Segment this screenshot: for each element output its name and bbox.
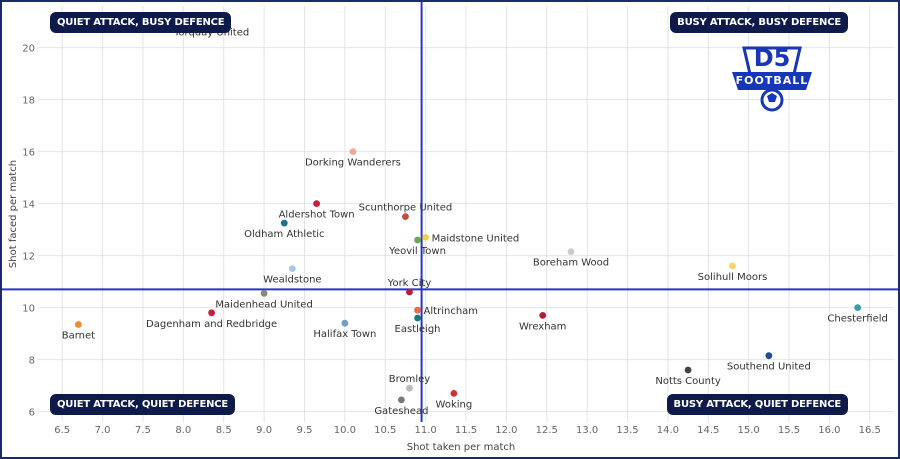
point-label: Woking [436,399,473,410]
x-tick-label: 15.0 [738,425,760,436]
quadrant-badge-top-left: QUIET ATTACK, BUSY DEFENCE [50,12,232,33]
y-tick-label: 20 [22,44,35,55]
x-tick-label: 13.5 [616,425,638,436]
y-tick-label: 16 [22,148,35,159]
x-tick-label: 11.0 [414,425,436,436]
point-label: Bromley [389,374,431,385]
point-label: Solihull Moors [698,272,768,283]
point-labels: Torquay United Dorking Wanderers Aldershot… [62,28,888,417]
data-point [684,366,692,374]
quadrant-badge-bottom-left: QUIET ATTACK, QUIET DEFENCE [50,394,236,415]
point-label: York City [387,278,432,289]
x-tick-label: 13.0 [576,425,598,436]
x-tick-label: 7.0 [95,425,111,436]
x-tick-label: 10.5 [374,425,396,436]
data-point [414,306,421,314]
data-point [765,352,773,360]
data-point [349,148,357,156]
d5-football-logo: D5 FOOTBALL [730,42,814,114]
y-axis-label: Shot faced per match [8,160,19,268]
point-label: Eastleigh [395,324,441,335]
point-label: Barnet [62,331,95,342]
y-tick-label: 18 [22,96,35,107]
data-point [402,213,409,221]
point-label: Dagenham and Redbridge [146,319,277,330]
data-point [406,384,413,392]
point-label: Scunthorpe United [359,203,453,214]
point-label: Notts County [655,376,721,387]
point-label: Yeovil Town [388,246,446,257]
y-tick-label: 10 [22,304,35,315]
point-label: Maidstone United [432,233,520,244]
data-point [313,200,321,208]
data-point [539,312,547,319]
x-tick-label: 14.0 [657,425,679,436]
x-tick-label: 8.0 [175,425,191,436]
point-label: Boreham Wood [533,258,609,269]
data-point [414,236,421,244]
data-point [397,396,405,404]
x-tick-label: 10.0 [334,425,356,436]
data-point [74,321,82,328]
point-label: Dorking Wanderers [305,158,401,169]
quadrant-badge-top-right: BUSY ATTACK, BUSY DEFENCE [670,12,848,33]
point-label: Oldham Athletic [244,229,324,240]
x-tick-label: 7.5 [135,425,151,436]
data-point [567,248,575,256]
x-tick-label: 12.0 [495,425,517,436]
y-tick-label: 8 [29,356,35,367]
data-point [414,314,421,322]
point-label: Southend United [727,362,811,373]
y-tick-label: 12 [22,252,35,263]
point-label: Aldershot Town [279,210,355,221]
x-tick-label: 9.5 [297,425,313,436]
data-point [208,309,216,317]
point-label: Wrexham [519,321,566,332]
x-tick-label: 14.5 [697,425,719,436]
data-point [288,265,296,272]
logo-emblem [732,46,812,112]
logo-football-text: FOOTBALL [735,74,809,87]
x-tick-label: 15.5 [778,425,800,436]
point-label: Chesterfield [827,314,887,325]
data-point [280,219,288,227]
point-label: Torquay United [173,28,249,39]
logo-d5-text: D5 [753,44,791,72]
data-point [406,288,413,296]
x-tick-label: 6.5 [54,425,70,436]
point-label: Halifax Town [313,329,376,340]
data-point [854,304,862,311]
data-point [729,262,736,270]
point-label: Altrincham [424,306,478,317]
reference-lines [2,2,898,422]
x-tick-label: 16.0 [818,425,840,436]
x-tick-label: 9.0 [256,425,272,436]
point-label: Gateshead [374,406,428,417]
y-tick-label: 14 [22,200,35,211]
x-tick-label: 12.5 [536,425,558,436]
tick-labels: 6.5 7.0 7.5 8.0 8.5 9.0 9.5 10.0 10.5 11.0 11.5 12.… [22,44,881,436]
data-point [422,234,430,241]
x-tick-label: 16.5 [859,425,881,436]
data-point [341,319,349,327]
point-label: Maidenhead United [215,299,312,310]
x-tick-label: 8.5 [216,425,232,436]
quadrant-badge-bottom-right: BUSY ATTACK, QUIET DEFENCE [666,394,848,415]
y-tick-label: 6 [29,408,35,419]
data-point [260,289,268,297]
data-point [450,390,458,397]
x-tick-label: 11.5 [455,425,477,436]
x-axis-label: Shot taken per match [407,442,515,453]
point-label: Wealdstone [263,275,321,286]
